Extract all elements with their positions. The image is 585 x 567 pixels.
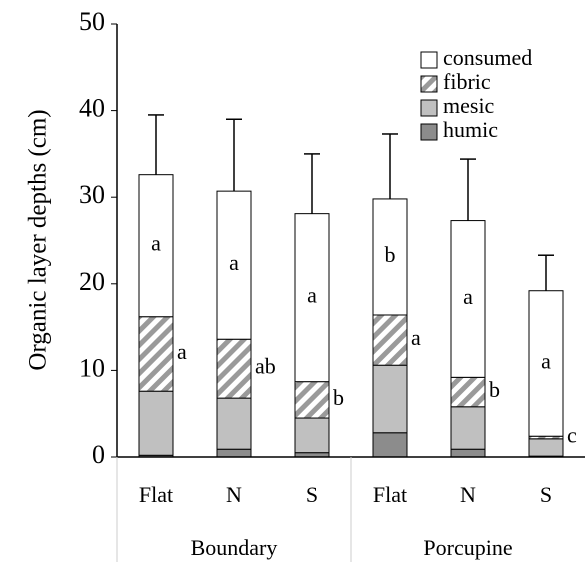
bar-segment	[528, 438, 564, 457]
error-bar	[382, 133, 398, 199]
bar-segment	[138, 316, 174, 392]
bar-segment	[294, 417, 330, 454]
legend-label: mesic	[443, 93, 495, 118]
bar-segment	[294, 381, 330, 419]
significance-letter: a	[541, 349, 551, 374]
bar-segment	[372, 198, 408, 316]
bar-segment	[372, 314, 408, 366]
x-tick-label: S	[540, 482, 552, 507]
bar-segment	[450, 406, 486, 450]
legend-label: consumed	[443, 45, 532, 70]
bar-segment	[216, 397, 252, 450]
group-label: Boundary	[191, 535, 278, 560]
x-tick-label: S	[306, 482, 318, 507]
significance-letter: b	[385, 242, 396, 267]
bar-segment	[450, 376, 486, 408]
y-tick-label: 50	[79, 7, 105, 36]
y-tick-label: 30	[79, 180, 105, 209]
significance-letter: a	[177, 339, 187, 364]
bar-segment	[216, 190, 252, 340]
significance-letter: a	[307, 283, 317, 308]
y-axis-label: Organic layer depths (cm)	[25, 109, 52, 370]
legend-swatch	[420, 51, 438, 69]
bar-segment	[216, 338, 252, 399]
significance-letter: c	[567, 423, 577, 448]
legend-label: humic	[443, 117, 498, 142]
significance-letter: a	[151, 231, 161, 256]
significance-letter: a	[463, 284, 473, 309]
significance-letter: a	[229, 250, 239, 275]
bar-segment	[528, 290, 564, 437]
error-bar	[148, 114, 164, 175]
bar-segment	[216, 448, 252, 458]
x-tick-label: N	[226, 482, 242, 507]
significance-letter: a	[411, 325, 421, 350]
error-bar	[460, 158, 476, 221]
bar-segment	[138, 174, 174, 318]
error-bar	[538, 254, 554, 291]
bar-segment	[450, 448, 486, 458]
legend-swatch	[420, 123, 438, 141]
group-label: Porcupine	[423, 535, 512, 560]
significance-letter: ab	[255, 354, 276, 379]
y-tick-label: 10	[79, 353, 105, 382]
bar-segment	[372, 364, 408, 434]
y-tick-label: 20	[79, 267, 105, 296]
legend-swatch	[420, 99, 438, 117]
x-tick-label: N	[460, 482, 476, 507]
error-bar	[226, 118, 242, 192]
significance-letter: b	[489, 377, 500, 402]
x-tick-label: Flat	[373, 482, 407, 507]
legend-swatch	[420, 75, 438, 93]
x-tick-label: Flat	[139, 482, 173, 507]
bar-segment	[372, 432, 408, 458]
bar-segment	[450, 220, 486, 378]
bar-segment	[294, 213, 330, 383]
error-bar	[304, 153, 320, 214]
y-tick-label: 40	[79, 94, 105, 123]
bar-segment	[138, 390, 174, 456]
legend-label: fibric	[443, 69, 491, 94]
y-tick-label: 0	[92, 440, 105, 469]
significance-letter: b	[333, 385, 344, 410]
